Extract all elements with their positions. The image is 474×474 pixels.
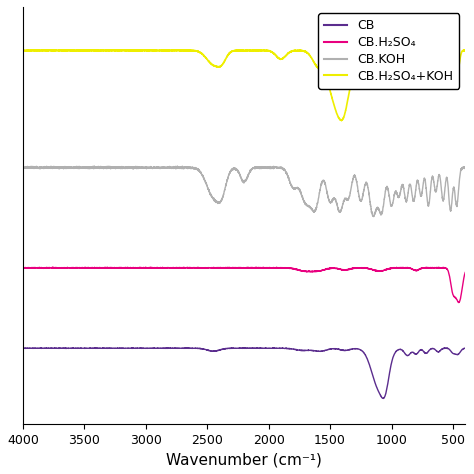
CB.H₂SO₄+KOH [230, 48, 236, 54]
CB.KOH [341, 197, 347, 202]
CB.H₂SO₄ [210, 265, 215, 271]
CB [206, 348, 211, 354]
Legend: CB, CB.H₂SO₄, CB.KOH, CB.H₂SO₄+KOH: CB, CB.H₂SO₄, CB.KOH, CB.H₂SO₄+KOH [318, 13, 459, 89]
CB [210, 348, 215, 354]
CB [341, 347, 347, 353]
CB.KOH [449, 200, 455, 205]
Line: CB.H₂SO₄+KOH: CB.H₂SO₄+KOH [23, 50, 465, 120]
CB.H₂SO₄+KOH [144, 47, 150, 53]
CB.H₂SO₄+KOH [206, 59, 212, 64]
CB.H₂SO₄+KOH [338, 118, 344, 123]
CB.H₂SO₄ [341, 267, 347, 273]
CB.H₂SO₄+KOH [20, 48, 26, 54]
X-axis label: Wavenumber (cm⁻¹): Wavenumber (cm⁻¹) [166, 452, 322, 467]
CB.H₂SO₄+KOH [342, 112, 347, 118]
CB [20, 346, 26, 351]
CB [427, 347, 433, 353]
CB [381, 396, 386, 401]
CB.H₂SO₄ [456, 300, 462, 305]
CB [463, 346, 468, 351]
CB.H₂SO₄+KOH [427, 63, 433, 68]
CB.KOH [463, 164, 468, 170]
CB.KOH [371, 214, 376, 219]
CB.KOH [206, 188, 212, 193]
Line: CB.H₂SO₄: CB.H₂SO₄ [23, 267, 465, 302]
CB.KOH [427, 194, 433, 200]
CB.H₂SO₄ [50, 264, 55, 270]
CB.H₂SO₄+KOH [463, 47, 468, 53]
CB [230, 346, 236, 351]
Line: CB: CB [23, 348, 465, 399]
CB [252, 345, 257, 351]
CB [449, 349, 455, 355]
CB.H₂SO₄+KOH [449, 62, 455, 68]
CB.H₂SO₄ [449, 287, 455, 292]
CB.H₂SO₄+KOH [210, 62, 215, 68]
CB.KOH [20, 164, 26, 170]
CB.H₂SO₄ [20, 265, 26, 271]
CB.H₂SO₄ [206, 265, 212, 271]
CB.H₂SO₄ [230, 265, 236, 271]
CB.KOH [230, 167, 236, 173]
CB.H₂SO₄ [463, 270, 468, 275]
Line: CB.KOH: CB.KOH [23, 166, 465, 217]
CB.KOH [105, 163, 111, 169]
CB.H₂SO₄ [427, 265, 433, 271]
CB.KOH [210, 195, 215, 201]
